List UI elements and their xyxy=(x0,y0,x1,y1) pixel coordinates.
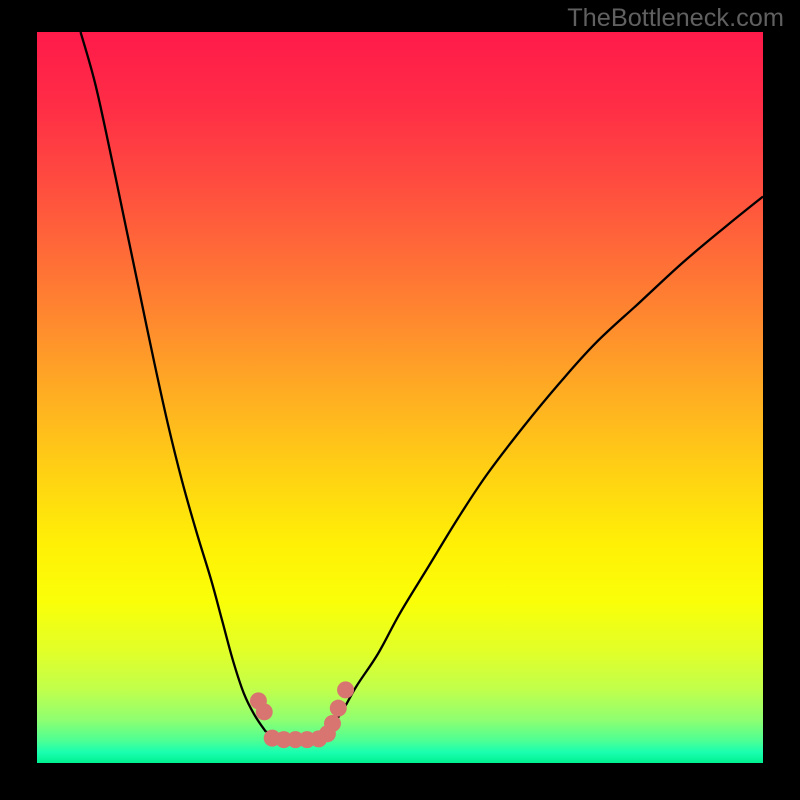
data-marker xyxy=(337,681,354,698)
chart-container: TheBottleneck.com xyxy=(0,0,800,800)
data-marker xyxy=(324,715,341,732)
bottleneck-curve-right xyxy=(327,196,763,731)
plot-area xyxy=(37,32,763,763)
bottleneck-curve-left xyxy=(81,32,266,732)
data-marker xyxy=(256,703,273,720)
watermark-text: TheBottleneck.com xyxy=(567,4,784,33)
marker-group xyxy=(250,681,354,748)
data-marker xyxy=(330,700,347,717)
curve-overlay xyxy=(37,32,763,763)
